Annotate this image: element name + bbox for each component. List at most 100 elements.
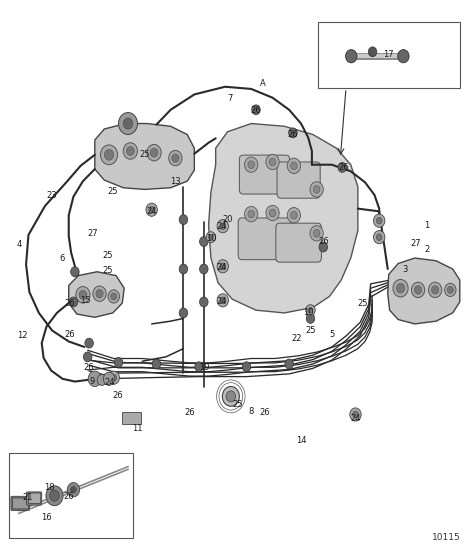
Text: 1: 1 — [424, 221, 429, 229]
Text: 19: 19 — [200, 363, 210, 372]
Circle shape — [447, 286, 454, 294]
Text: 27: 27 — [87, 229, 98, 238]
Circle shape — [147, 144, 161, 161]
Circle shape — [285, 359, 293, 369]
Text: 17: 17 — [383, 51, 394, 59]
Circle shape — [110, 293, 117, 300]
Text: 24: 24 — [217, 298, 227, 306]
Text: 9: 9 — [90, 377, 95, 386]
Circle shape — [179, 264, 188, 274]
Text: 13: 13 — [170, 177, 181, 186]
Circle shape — [266, 154, 279, 170]
Polygon shape — [388, 258, 460, 324]
Text: 26: 26 — [64, 492, 74, 501]
FancyBboxPatch shape — [28, 493, 41, 503]
Text: 2: 2 — [424, 245, 429, 254]
Circle shape — [71, 267, 79, 277]
Circle shape — [172, 154, 179, 163]
Circle shape — [368, 47, 377, 57]
Circle shape — [149, 206, 155, 213]
Circle shape — [103, 372, 115, 385]
Circle shape — [374, 231, 385, 244]
Circle shape — [67, 483, 80, 497]
Text: 25: 25 — [357, 299, 368, 307]
Circle shape — [169, 150, 182, 166]
Circle shape — [376, 217, 382, 224]
FancyBboxPatch shape — [239, 155, 290, 194]
Circle shape — [46, 486, 63, 506]
Bar — [122, 412, 141, 424]
Circle shape — [245, 206, 258, 222]
Circle shape — [269, 209, 276, 217]
Text: 21: 21 — [22, 494, 33, 502]
Circle shape — [287, 208, 301, 223]
Circle shape — [108, 371, 119, 384]
Text: 26: 26 — [338, 163, 349, 172]
Circle shape — [220, 263, 226, 270]
Circle shape — [100, 145, 118, 165]
Text: 26: 26 — [84, 363, 94, 372]
FancyBboxPatch shape — [276, 223, 321, 262]
Text: 24: 24 — [350, 414, 361, 423]
Circle shape — [98, 375, 106, 385]
Circle shape — [195, 362, 203, 372]
FancyBboxPatch shape — [12, 498, 28, 509]
Circle shape — [179, 308, 188, 318]
Circle shape — [71, 486, 76, 493]
Circle shape — [245, 157, 258, 172]
Text: 24: 24 — [105, 378, 115, 387]
Text: 14: 14 — [296, 436, 306, 445]
Text: 11: 11 — [132, 424, 143, 433]
Text: 25: 25 — [103, 251, 113, 260]
Circle shape — [217, 220, 228, 233]
Circle shape — [104, 149, 114, 160]
Bar — [9, 453, 133, 538]
FancyBboxPatch shape — [277, 162, 320, 198]
Text: 26: 26 — [65, 299, 75, 308]
Circle shape — [266, 205, 279, 221]
Circle shape — [69, 297, 78, 307]
Circle shape — [338, 163, 346, 172]
Circle shape — [220, 223, 226, 229]
Circle shape — [431, 285, 439, 294]
Circle shape — [150, 148, 158, 157]
Circle shape — [200, 237, 208, 247]
Text: 26: 26 — [251, 107, 261, 115]
Circle shape — [350, 408, 361, 421]
Circle shape — [242, 362, 251, 372]
Circle shape — [200, 297, 208, 307]
Text: 18: 18 — [45, 483, 55, 492]
Text: 24: 24 — [217, 264, 227, 272]
Circle shape — [308, 307, 313, 313]
Text: 23: 23 — [47, 192, 57, 200]
Circle shape — [396, 283, 405, 293]
Text: 8: 8 — [248, 407, 254, 416]
Text: 12: 12 — [18, 332, 28, 340]
Circle shape — [313, 229, 320, 237]
Text: 20: 20 — [222, 215, 233, 224]
FancyBboxPatch shape — [27, 492, 42, 505]
Circle shape — [111, 374, 117, 381]
Circle shape — [306, 313, 315, 323]
Circle shape — [209, 234, 213, 240]
Circle shape — [217, 294, 228, 307]
Circle shape — [97, 374, 107, 385]
Text: 24: 24 — [217, 222, 227, 231]
Text: 4: 4 — [16, 240, 22, 249]
Circle shape — [179, 215, 188, 225]
Text: 24: 24 — [146, 207, 157, 216]
Circle shape — [83, 352, 92, 362]
Circle shape — [393, 279, 408, 297]
Text: 6: 6 — [59, 254, 64, 262]
Circle shape — [428, 282, 442, 298]
Text: 10: 10 — [303, 309, 313, 317]
Circle shape — [127, 147, 134, 155]
Circle shape — [152, 359, 161, 369]
Text: 25: 25 — [305, 326, 316, 335]
Text: 25: 25 — [233, 400, 243, 409]
Text: 3: 3 — [402, 265, 408, 273]
Circle shape — [108, 290, 119, 303]
Circle shape — [289, 128, 297, 138]
Circle shape — [96, 289, 103, 298]
Circle shape — [222, 386, 239, 406]
